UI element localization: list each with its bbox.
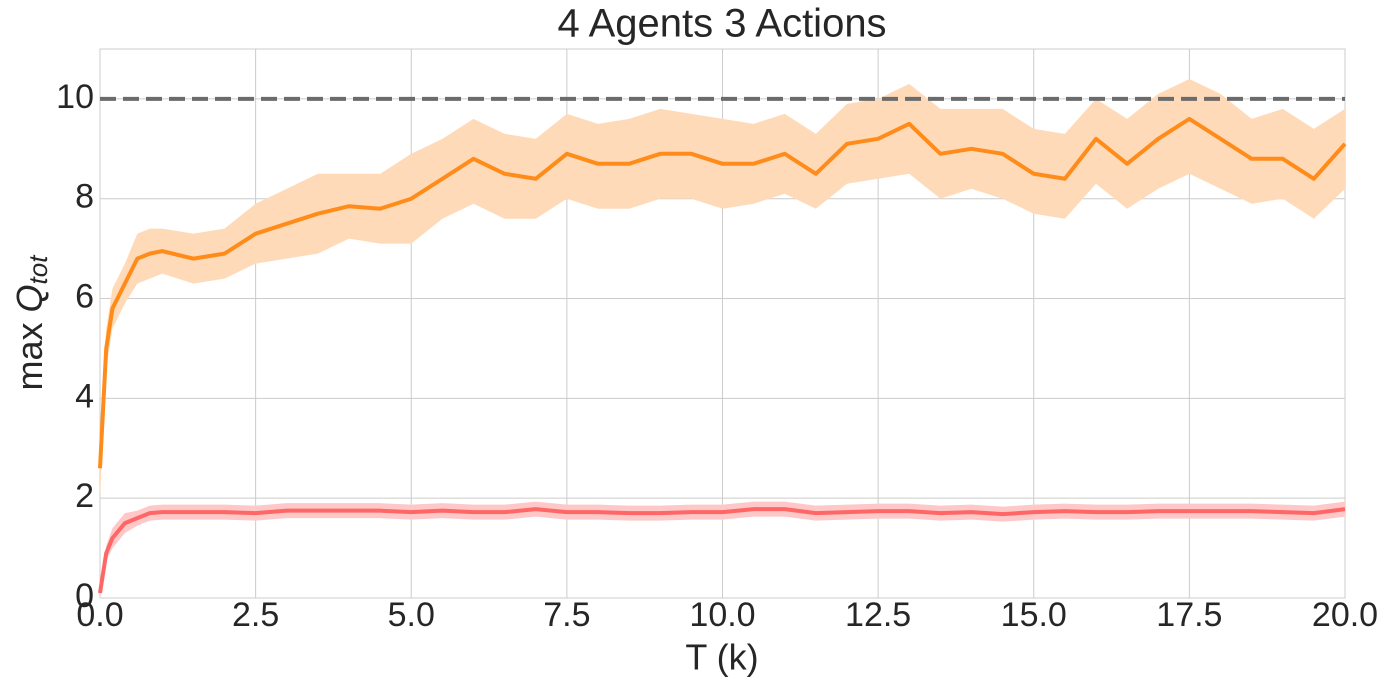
x-tick-label: 20.0 <box>1312 596 1378 634</box>
x-tick-label: 10.0 <box>689 596 755 634</box>
x-tick-label: 0.0 <box>76 596 123 634</box>
y-axis-label: max Qtot <box>9 254 53 391</box>
y-tick-label: 10 <box>56 78 94 116</box>
x-tick-label: 15.0 <box>1001 596 1067 634</box>
x-axis-label: T (k) <box>685 637 758 678</box>
series-line <box>98 116 1347 469</box>
y-tick-label: 0 <box>75 577 94 615</box>
x-tick-label: 2.5 <box>232 596 279 634</box>
series-line <box>98 507 1346 594</box>
confidence-band <box>100 78 1345 499</box>
y-tick-label: 6 <box>75 278 94 316</box>
y-label-subscript: tot <box>23 254 53 285</box>
y-label-prefix: max <box>9 322 50 390</box>
y-label-symbol: Q <box>9 284 50 312</box>
chart-title: 4 Agents 3 Actions <box>557 2 886 46</box>
x-tick-label: 5.0 <box>388 596 435 634</box>
x-tick-label: 7.5 <box>543 596 590 634</box>
plot-frame <box>99 48 1346 599</box>
y-tick-label: 2 <box>75 477 94 515</box>
y-tick-label: 4 <box>75 377 94 415</box>
x-tick-label: 17.5 <box>1156 596 1222 634</box>
y-tick-label: 8 <box>75 178 94 216</box>
x-tick-label: 12.5 <box>845 596 911 634</box>
